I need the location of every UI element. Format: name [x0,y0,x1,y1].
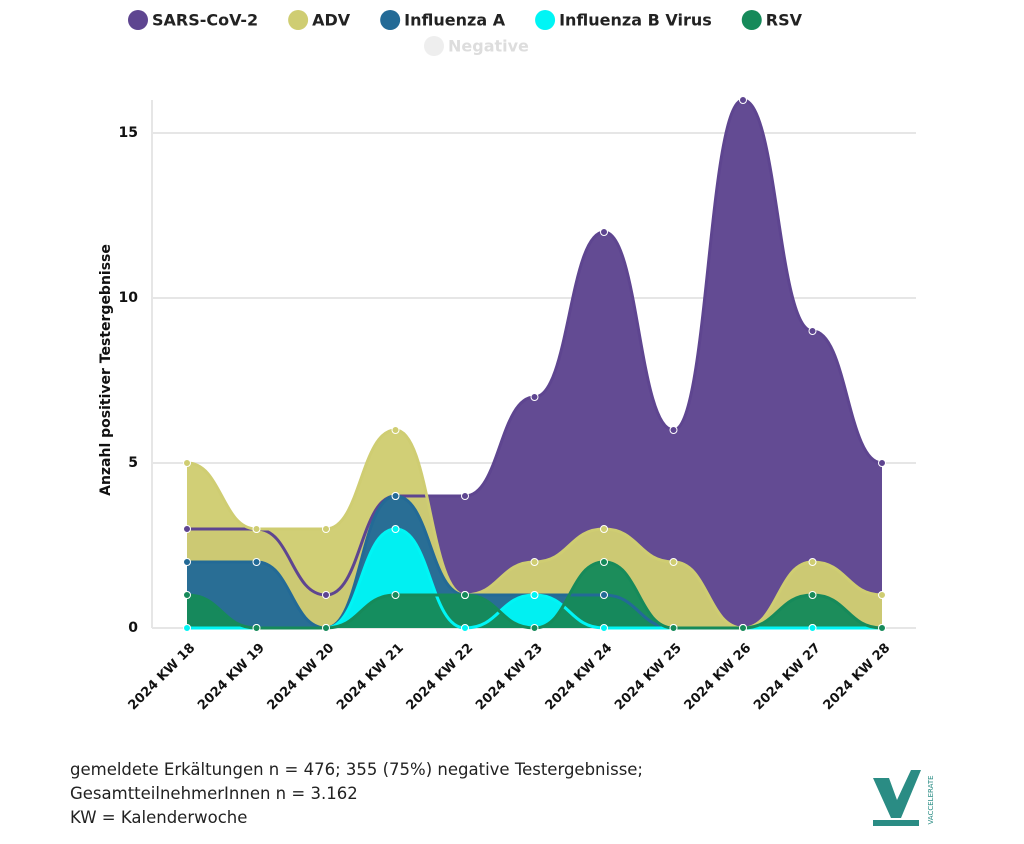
point [252,558,261,566]
point [322,624,330,632]
logo-text: VACCELERATE [927,775,935,824]
y-tick-label: 5 [128,455,138,471]
footnote: gemeldete Erkältungen n = 476; 355 (75%)… [70,760,643,803]
legend-label: SARS-CoV-2 [152,11,258,30]
point [183,525,191,533]
logo-bar [873,820,919,826]
footnotes: gemeldete Erkältungen n = 476; 355 (75%)… [70,758,840,830]
point [600,525,608,533]
point [391,426,400,434]
x-tick-label: 2024 KW 27 [751,641,824,714]
point [739,96,747,104]
x-tick-label: 2024 KW 22 [404,641,477,714]
legend-label: Influenza B Virus [559,11,712,30]
x-tick-label: 2024 KW 25 [612,641,685,714]
point [461,591,469,599]
point [322,525,330,533]
y-tick-label: 15 [119,125,138,141]
legend-symbol [288,10,309,30]
point [391,492,400,500]
point [461,492,469,500]
y-axis-label: Anzahl positiver Testergebnisse [98,244,114,496]
logo-mark [873,770,921,818]
point [183,591,191,599]
point [322,591,330,599]
legend-label-hidden: Negative [448,37,529,56]
logo: VACCELERATE [873,770,935,826]
point [808,591,817,599]
point [530,624,539,632]
legend-symbol [380,10,401,30]
x-tick-label: 2024 KW 19 [195,641,268,714]
point [808,624,817,632]
x-tick-label: 2024 KW 21 [334,641,407,714]
legend-symbol [128,10,148,30]
x-tick-label: 2024 KW 20 [265,641,338,714]
point [600,228,608,236]
point [461,624,469,632]
legend-label: ADV [312,11,351,30]
area [187,529,882,628]
legend-symbol [741,10,762,30]
footnote: KW = Kalenderwoche [70,808,248,827]
point [600,591,608,599]
point [600,558,608,566]
chart: Anzahl positiver Testergebnisse 0 5 10 15 20… [98,10,916,714]
point [252,525,261,533]
legend-symbol [535,10,556,30]
x-tick-label: 2024 KW 28 [821,641,894,714]
x-tick-label: 2024 KW 24 [543,641,616,714]
point [739,624,747,632]
point [391,591,400,599]
legend-label: Influenza A [404,11,506,30]
point [878,591,886,599]
point [878,624,886,632]
point [391,525,400,533]
point [669,426,678,434]
point [669,624,678,632]
point [600,624,608,632]
legend-symbol-hidden [424,36,444,56]
point [183,624,191,632]
point [183,459,191,467]
point [808,327,817,335]
point [530,558,539,566]
x-tick-label: 2024 KW 26 [682,641,755,714]
point [669,558,678,566]
line [186,560,883,630]
area [187,100,882,628]
line [186,428,883,630]
point [808,558,817,566]
point [183,558,191,566]
y-tick-label: 10 [119,290,139,306]
x-tick-label: 2024 KW 18 [126,641,199,714]
y-tick-label: 0 [128,620,138,636]
point [252,624,261,632]
point [530,393,539,401]
legend-label: RSV [766,11,803,30]
point [878,459,886,467]
line [187,98,883,597]
point [530,591,539,599]
x-tick-label: 2024 KW 23 [473,641,546,714]
